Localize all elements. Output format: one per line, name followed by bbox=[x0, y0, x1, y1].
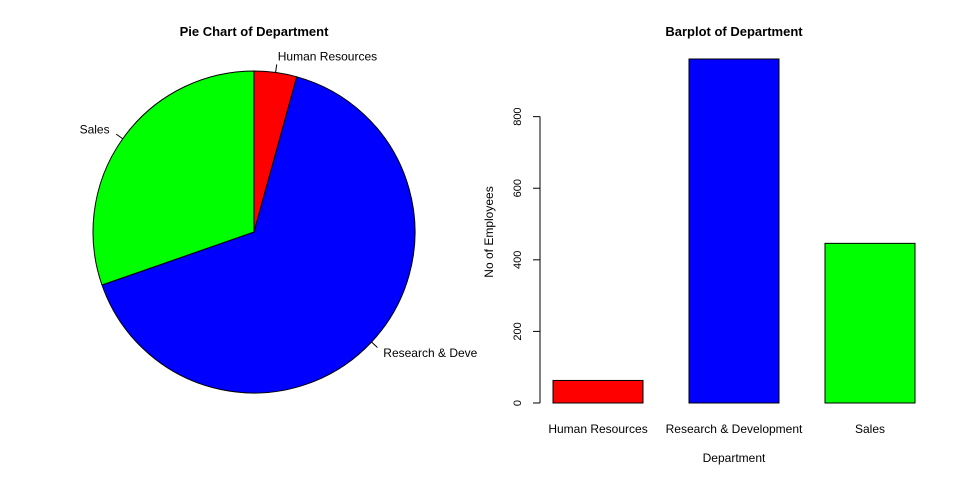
y-tick-label: 800 bbox=[512, 107, 524, 125]
pie-labels: Human Resources Research & Deve Sales bbox=[80, 50, 478, 361]
x-tick-label-research-development: Research & Development bbox=[666, 422, 803, 436]
pie-label-tick-human-resources bbox=[275, 64, 278, 73]
pie-slice-sales bbox=[92, 70, 255, 286]
bar-human-resources bbox=[552, 379, 644, 404]
pie-chart-panel: Pie Chart of Department Human Resources R… bbox=[80, 24, 478, 394]
x-tick-label-human-resources: Human Resources bbox=[548, 422, 647, 436]
pie-label-tick-research-development bbox=[371, 341, 378, 348]
x-tick-label-sales: Sales bbox=[855, 422, 885, 436]
pie-label-sales: Sales bbox=[80, 122, 110, 136]
pie-slice-research-development bbox=[101, 76, 416, 394]
bar-chart-title: Barplot of Department bbox=[665, 24, 803, 39]
bar-sales bbox=[824, 242, 916, 404]
pie-label-research-development: Research & Deve bbox=[383, 346, 477, 360]
pie-slices bbox=[92, 70, 416, 394]
y-axis-label: No of Employees bbox=[482, 186, 496, 277]
y-tick-label: 600 bbox=[512, 179, 524, 197]
x-tick-labels: Human Resources Research & Development Sal… bbox=[548, 422, 885, 436]
pie-label-human-resources: Human Resources bbox=[278, 50, 377, 64]
pie-label-tick-sales bbox=[115, 133, 124, 140]
x-axis-label: Department bbox=[703, 451, 766, 465]
bars bbox=[552, 58, 916, 404]
pie-chart-title: Pie Chart of Department bbox=[180, 24, 329, 39]
y-axis: 0 200 400 600 800 bbox=[512, 107, 541, 406]
bar-chart-panel: Barplot of Department 0 200 400 600 800 Huma… bbox=[482, 24, 916, 465]
y-tick-label: 200 bbox=[512, 322, 524, 340]
y-tick-label: 0 bbox=[512, 400, 524, 406]
bar-research-development bbox=[688, 58, 780, 404]
y-tick-label: 400 bbox=[512, 251, 524, 269]
